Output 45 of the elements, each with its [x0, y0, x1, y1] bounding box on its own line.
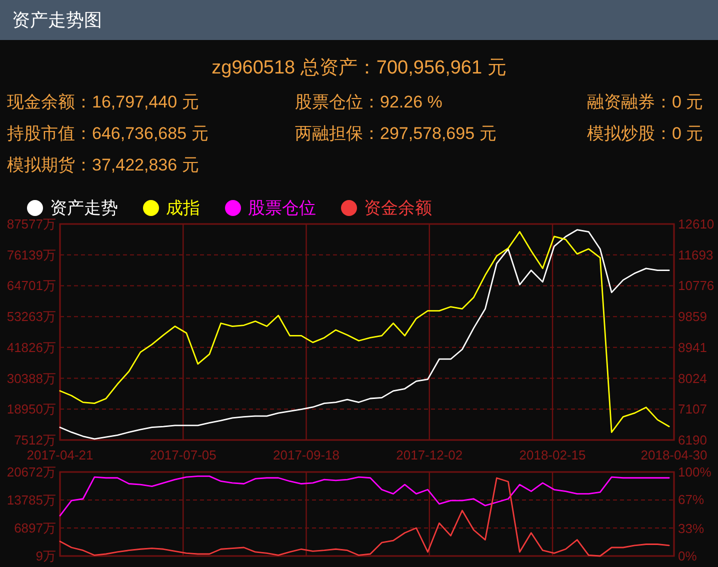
y-tick-label: 18950万	[6, 402, 56, 417]
y2-tick-label: 11693	[678, 247, 714, 262]
text: 两融担保：297,578,695 元	[295, 124, 496, 143]
legend-label: 资产走势	[50, 198, 118, 218]
y-tick-label: 9万	[36, 548, 56, 564]
y2-tick-label: 7107	[678, 402, 707, 417]
y-tick-label: 41826万	[6, 340, 56, 355]
x-tick-label: 2017-09-18	[273, 448, 340, 462]
x-tick-label: 2017-07-05	[150, 448, 216, 462]
text: 资产走势图	[12, 10, 102, 30]
y-tick-label: 7512万	[14, 432, 56, 448]
text: 股票仓位：92.26 %	[295, 92, 442, 112]
text: 持股市值：646,736,685 元	[7, 124, 208, 143]
text: 融资融券：0 元	[587, 92, 704, 112]
y2-tick-label: 6190	[678, 432, 707, 448]
y2-tick-label: 12610	[678, 216, 714, 232]
y-tick-label: 53263万	[6, 309, 56, 324]
text: 现金余额：16,797,440 元	[7, 92, 199, 112]
text: zg960518 总资产：700,956,961 元	[212, 58, 506, 78]
y-tick-label: 13785万	[6, 492, 56, 508]
y2-tick-label: 33%	[678, 520, 704, 536]
legend-label: 成指	[166, 198, 200, 218]
y2-tick-label: 0%	[678, 548, 698, 564]
text: 模拟炒股：0 元	[587, 124, 704, 143]
x-tick-label: 2018-02-15	[519, 448, 586, 462]
legend-label: 股票仓位	[248, 198, 316, 218]
y2-tick-label: 9859	[678, 309, 707, 324]
y2-tick-label: 8941	[678, 340, 707, 355]
y-tick-label: 87577万	[6, 216, 56, 232]
y-tick-label: 64701万	[6, 278, 56, 294]
y-tick-label: 20672万	[6, 464, 56, 480]
y2-tick-label: 67%	[678, 492, 704, 508]
y-tick-label: 76139万	[6, 247, 56, 262]
y-tick-label: 6897万	[14, 520, 56, 536]
y2-tick-label: 10776	[678, 278, 714, 294]
line-series	[59, 477, 670, 557]
y2-tick-label: 100%	[678, 464, 712, 480]
x-tick-label: 2018-04-30	[640, 448, 708, 462]
x-tick-label: 2017-12-02	[396, 448, 463, 462]
y2-tick-label: 8024	[678, 370, 707, 386]
line-series	[59, 476, 670, 516]
text: 模拟期货：37,422,836 元	[7, 156, 199, 174]
x-tick-label: 2017-04-21	[26, 448, 94, 462]
legend-label: 资金余额	[364, 198, 432, 218]
y-tick-label: 30388万	[6, 370, 56, 386]
